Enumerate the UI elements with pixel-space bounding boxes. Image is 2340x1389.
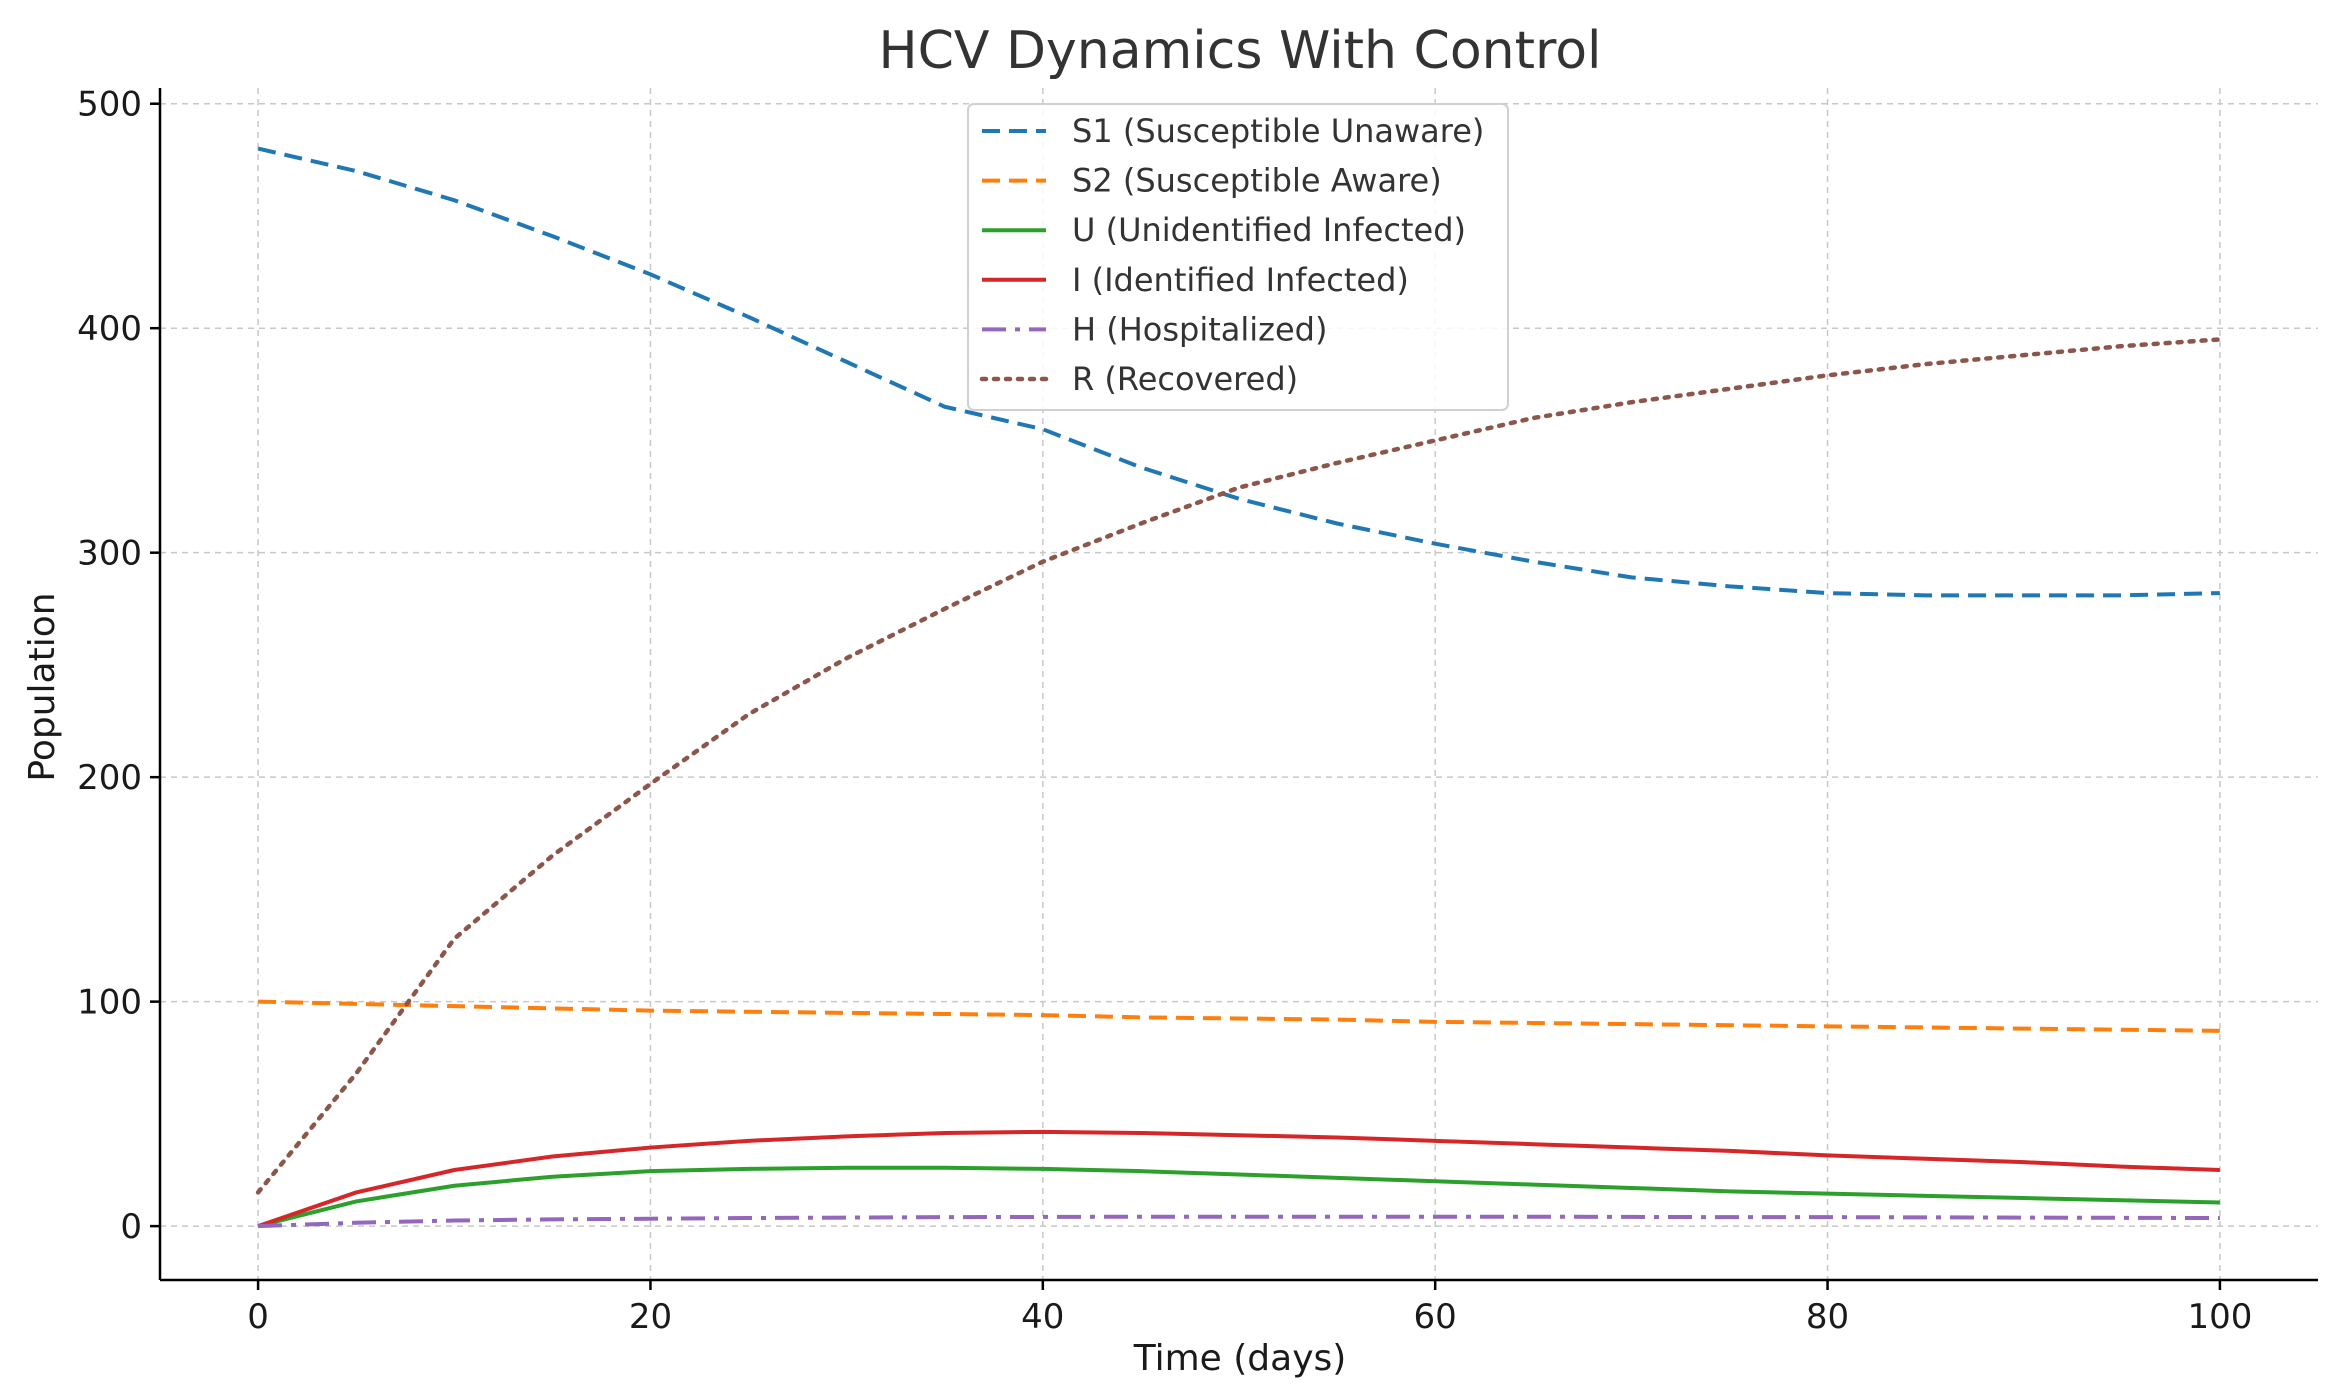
series-layer	[255, 146, 2223, 1229]
y-tick-label-0: 0	[120, 1207, 142, 1247]
x-axis-label: Time (days)	[1133, 1338, 1347, 1379]
series-line-2	[257, 1165, 2220, 1229]
y-tick-label-5: 500	[77, 85, 142, 125]
legend-label-1: S2 (Susceptible Aware)	[1072, 162, 1442, 200]
y-tick-label-4: 400	[77, 309, 142, 349]
chart-title: HCV Dynamics With Control	[878, 21, 1601, 81]
legend: S1 (Susceptible Unaware) S2 (Susceptible …	[967, 103, 1509, 411]
series-line-5	[255, 337, 2223, 1195]
legend-label-0: S1 (Susceptible Unaware)	[1072, 112, 1484, 150]
series-line-1	[258, 999, 2220, 1033]
legend-label-2: U (Unidentified Infected)	[1072, 211, 1466, 249]
legend-entries: S1 (Susceptible Unaware) S2 (Susceptible …	[979, 112, 1484, 398]
y-axis-label: Population	[22, 592, 63, 781]
series-line-0	[257, 146, 2220, 598]
legend-box	[967, 103, 1509, 411]
y-tick-label-2: 200	[77, 758, 142, 798]
x-tick-label-0: 0	[247, 1297, 269, 1337]
axes-layer	[158, 88, 2318, 1282]
x-tick-label-2: 40	[1021, 1297, 1064, 1337]
series-line-4	[258, 1214, 2220, 1229]
series-line-3	[257, 1129, 2220, 1229]
legend-label-5: R (Recovered)	[1072, 360, 1298, 398]
x-tick-label-1: 20	[629, 1297, 672, 1337]
y-tick-label-1: 100	[77, 983, 142, 1023]
x-tick-label-4: 80	[1806, 1297, 1849, 1337]
legend-label-4: H (Hospitalized)	[1072, 310, 1327, 348]
y-tick-label-3: 300	[77, 534, 142, 574]
x-tick-label-5: 100	[2187, 1297, 2252, 1337]
ticks-layer: 0 20 40 60 80 100 0 100 200 300 400 500	[77, 85, 2252, 1337]
x-tick-label-3: 60	[1414, 1297, 1457, 1337]
legend-label-3: I (Identified Infected)	[1072, 261, 1409, 299]
